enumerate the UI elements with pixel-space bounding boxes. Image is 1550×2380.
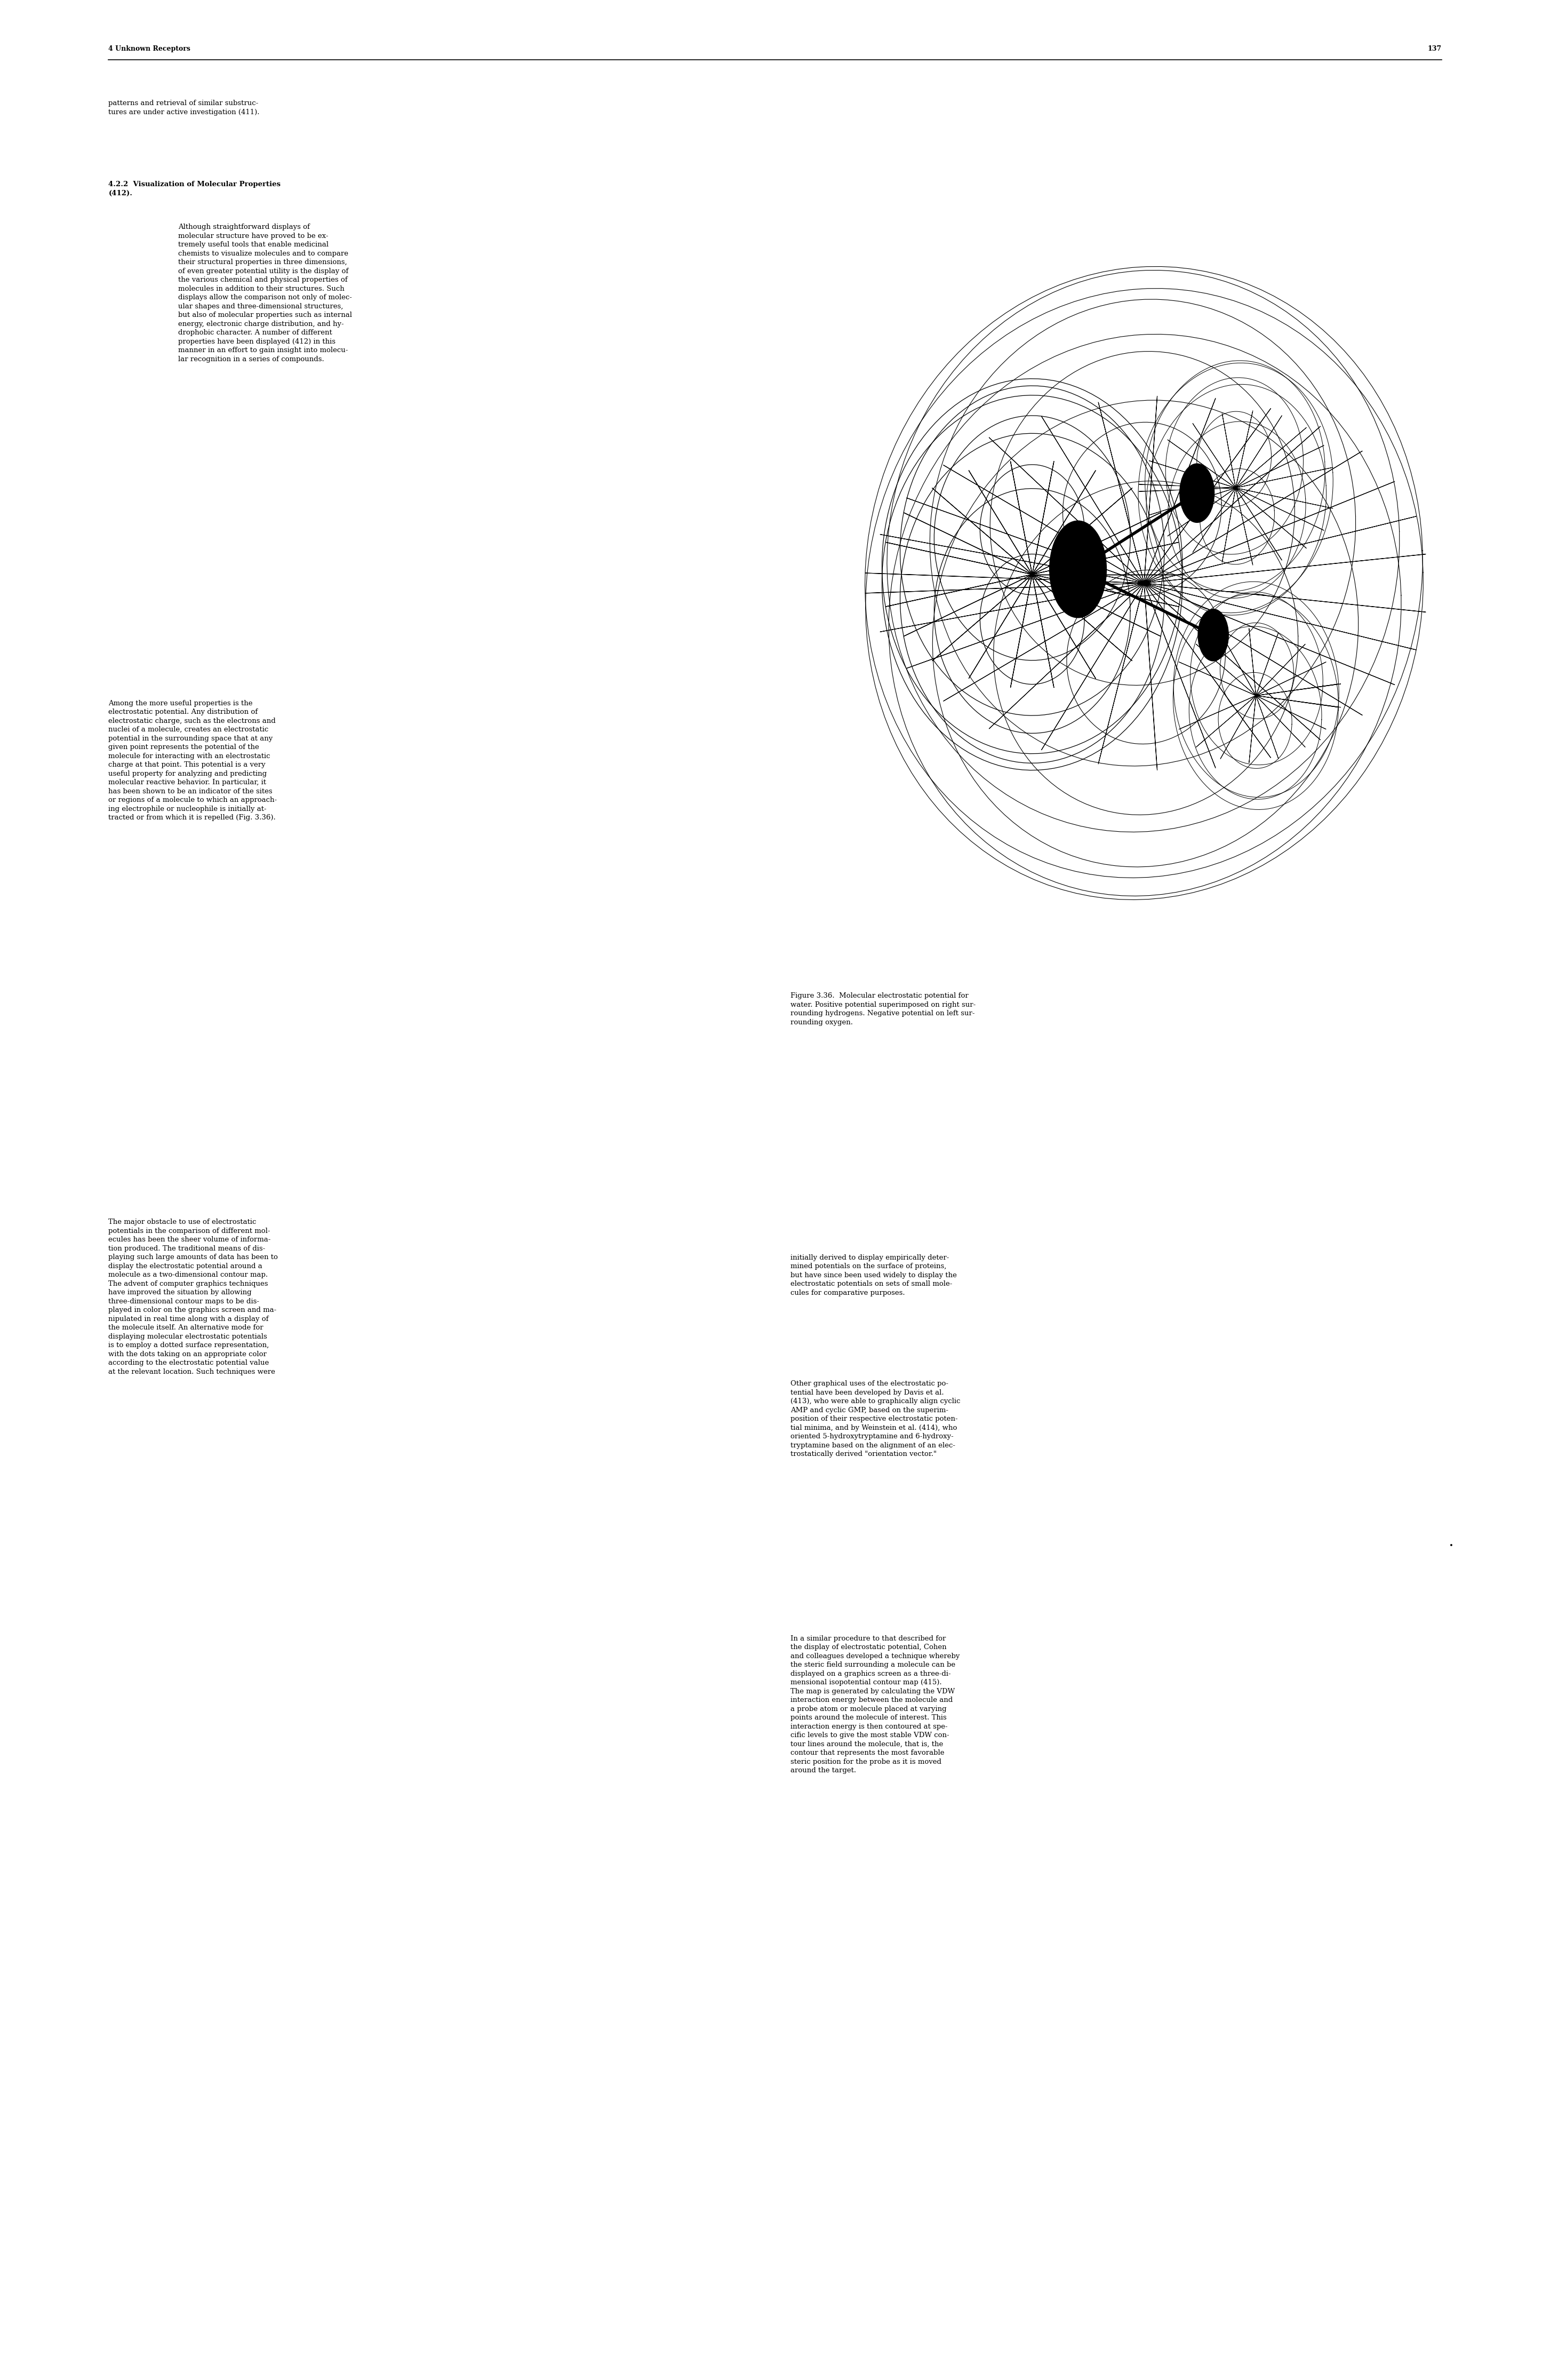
Text: •: • [1449,1542,1454,1549]
Text: initially derived to display empirically deter-
mined potentials on the surface : initially derived to display empirically… [790,1254,956,1297]
Text: patterns and retrieval of similar substruc-
tures are under active investigation: patterns and retrieval of similar substr… [108,100,260,117]
Text: 4.2.2  Visualization of Molecular Properties
(412).: 4.2.2 Visualization of Molecular Propert… [108,181,281,198]
Circle shape [1180,464,1214,524]
Text: The major obstacle to use of electrostatic
potentials in the comparison of diffe: The major obstacle to use of electrostat… [108,1219,277,1376]
Text: Other graphical uses of the electrostatic po-
tential have been developed by Dav: Other graphical uses of the electrostati… [790,1380,961,1459]
Text: Although straightforward displays of
molecular structure have proved to be ex-
t: Although straightforward displays of mol… [178,224,352,362]
Text: 4 Unknown Receptors: 4 Unknown Receptors [108,45,191,52]
Text: Figure 3.36.  Molecular electrostatic potential for
water. Positive potential su: Figure 3.36. Molecular electrostatic pot… [790,992,975,1026]
Text: In a similar procedure to that described for
the display of electrostatic potent: In a similar procedure to that described… [790,1635,959,1773]
Circle shape [1049,521,1107,619]
Circle shape [1198,609,1229,662]
Text: Among the more useful properties is the
electrostatic potential. Any distributio: Among the more useful properties is the … [108,700,277,821]
Text: 137: 137 [1428,45,1442,52]
